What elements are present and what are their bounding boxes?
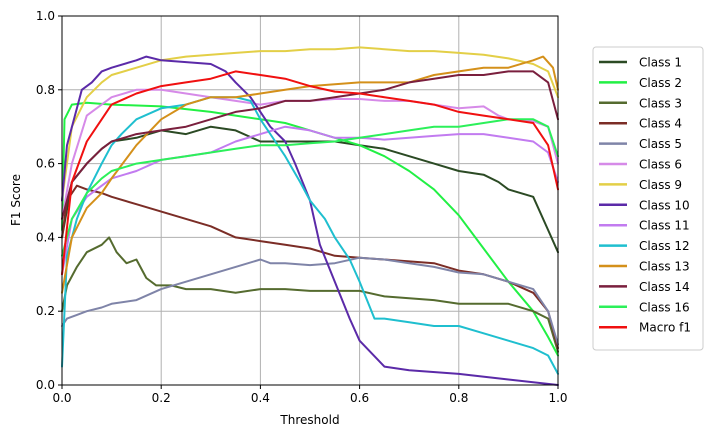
legend-label-class-5: Class 5 <box>639 137 682 151</box>
series-line-macro-f1 <box>61 70 559 276</box>
legend-label-macro-f1: Macro f1 <box>639 321 691 335</box>
y-axis-label: F1 Score <box>9 174 23 226</box>
x-tick-label: 0.8 <box>449 391 468 405</box>
x-axis-ticks: 0.0 0.2 0.4 0.6 0.8 1.0 <box>52 385 568 405</box>
legend-label-class-3: Class 3 <box>639 96 682 110</box>
legend-label-class-1: Class 1 <box>639 56 682 70</box>
series-line-class-3 <box>61 236 559 353</box>
x-tick-label: 0.2 <box>152 391 171 405</box>
x-tick-label: 1.0 <box>548 391 567 405</box>
x-axis-label: Threshold <box>279 413 339 427</box>
y-tick-label: 0.6 <box>36 157 55 171</box>
y-tick-label: 0.2 <box>36 304 55 318</box>
x-tick-label: 0.6 <box>350 391 369 405</box>
plot-frame <box>61 15 559 386</box>
x-tick-label: 0.4 <box>251 391 270 405</box>
legend-label-class-14: Class 14 <box>639 280 690 294</box>
legend-label-class-13: Class 13 <box>639 260 690 274</box>
y-tick-label: 0.8 <box>36 83 55 97</box>
legend-label-class-2: Class 2 <box>639 76 682 90</box>
legend-label-class-6: Class 6 <box>639 158 682 172</box>
legend-label-class-10: Class 10 <box>639 198 690 212</box>
legend-label-class-16: Class 16 <box>639 300 690 314</box>
series-line-class-14 <box>61 70 559 220</box>
series-line-class-10 <box>61 55 559 386</box>
legend-label-class-4: Class 4 <box>639 117 682 131</box>
y-tick-label: 0.4 <box>36 230 55 244</box>
legend-label-class-12: Class 12 <box>639 239 690 253</box>
legend-label-class-11: Class 11 <box>639 219 690 233</box>
series-lines <box>61 46 559 386</box>
legend: Class 1 Class 2 Class 3 Class 4 Class 5 Class… <box>592 46 704 351</box>
y-tick-label: 1.0 <box>36 9 55 23</box>
y-axis-ticks: 0.0 0.2 0.4 0.6 0.8 1.0 <box>36 9 62 392</box>
grid-lines <box>61 15 559 386</box>
legend-label-class-9: Class 9 <box>639 178 682 192</box>
series-line-class-9 <box>61 46 559 202</box>
series-line-class-5 <box>61 256 559 346</box>
y-tick-label: 0.0 <box>36 378 55 392</box>
series-line-class-12 <box>61 96 559 375</box>
x-tick-label: 0.0 <box>52 391 71 405</box>
series-line-class-16 <box>61 118 559 257</box>
